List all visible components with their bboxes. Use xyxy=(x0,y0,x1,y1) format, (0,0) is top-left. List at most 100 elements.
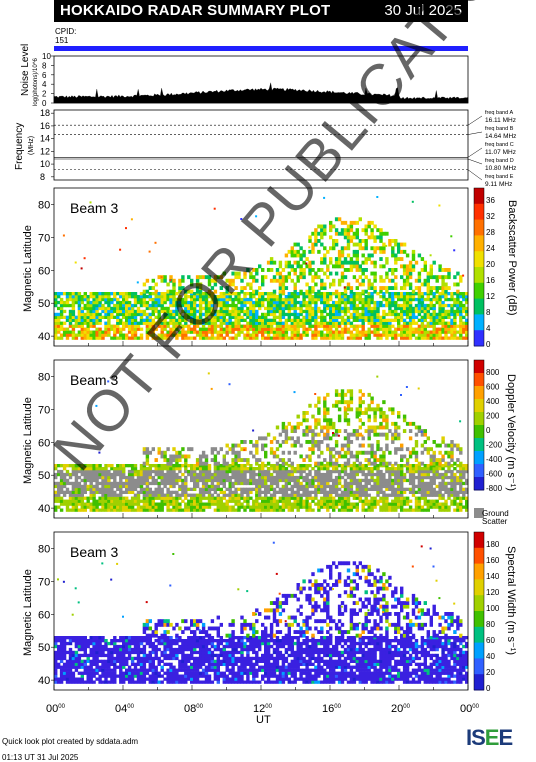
radar-cell xyxy=(172,506,175,509)
radar-cell xyxy=(376,310,379,313)
radar-cell xyxy=(143,283,146,287)
radar-cell xyxy=(302,479,305,482)
radar-cell xyxy=(107,497,110,500)
radar-cell xyxy=(258,316,261,319)
radar-cell xyxy=(356,479,359,482)
radar-cell xyxy=(320,261,323,265)
radar-cell xyxy=(438,462,441,466)
radar-cell xyxy=(323,506,326,509)
radar-cell xyxy=(299,497,302,500)
radar-cell xyxy=(391,482,394,485)
radar-cell xyxy=(332,447,335,451)
radar-cell xyxy=(302,411,305,415)
radar-cell xyxy=(332,455,335,459)
radar-cell xyxy=(273,467,276,470)
radar-cell xyxy=(302,298,305,301)
radar-cell xyxy=(240,331,243,334)
radar-cell xyxy=(208,488,211,491)
radar-cell xyxy=(75,298,78,301)
radar-cell xyxy=(211,447,214,451)
radar-cell xyxy=(249,451,252,455)
colorbar-tick-label: -800 xyxy=(486,484,503,493)
radar-cell xyxy=(214,509,217,512)
radar-cell xyxy=(459,500,462,503)
radar-cell xyxy=(98,482,101,485)
radar-cell xyxy=(66,337,69,340)
radar-cell xyxy=(297,301,300,304)
radar-cell xyxy=(409,464,412,467)
radar-cell xyxy=(226,509,229,512)
radar-cell xyxy=(462,337,465,340)
radar-cell xyxy=(362,290,365,294)
radar-cell xyxy=(347,310,350,313)
radar-cell xyxy=(279,458,282,462)
radar-cell xyxy=(353,476,356,479)
radar-cell xyxy=(279,337,282,340)
radar-cell xyxy=(459,325,462,328)
radar-cell xyxy=(447,451,450,455)
radar-cell xyxy=(421,479,424,482)
radar-cell xyxy=(317,488,320,491)
radar-cell xyxy=(54,678,57,681)
radar-cell xyxy=(427,451,430,455)
radar-cell xyxy=(438,313,441,316)
radar-cell xyxy=(234,497,237,500)
radar-cell xyxy=(66,509,69,512)
freq-band-value: 14.64 MHz xyxy=(485,133,516,140)
radar-cell xyxy=(72,509,75,512)
radar-cell xyxy=(459,509,462,512)
radar-cell xyxy=(211,482,214,485)
radar-cell xyxy=(388,476,391,479)
radar-cell xyxy=(317,407,320,411)
radar-cell xyxy=(291,250,294,254)
radar-cell xyxy=(314,239,317,243)
radar-cell xyxy=(125,313,128,316)
radar-cell xyxy=(335,470,338,473)
radar-cell xyxy=(356,411,359,415)
radar-cell xyxy=(285,334,288,337)
radar-cell xyxy=(255,494,258,497)
radar-cell xyxy=(128,470,131,473)
radar-cell xyxy=(388,451,391,455)
radar-cell xyxy=(305,506,308,509)
radar-cell xyxy=(279,316,282,319)
radar-cell xyxy=(152,279,155,283)
radar-cell xyxy=(356,295,359,298)
radar-cell xyxy=(107,316,110,319)
radar-cell xyxy=(400,292,403,295)
radar-cell xyxy=(205,476,208,479)
radar-cell xyxy=(122,307,125,310)
radar-cell xyxy=(397,479,400,482)
radar-cell xyxy=(373,426,376,430)
radar-cell xyxy=(288,451,291,455)
radar-cell xyxy=(376,464,379,467)
radar-cell xyxy=(302,458,305,462)
radar-cell xyxy=(459,331,462,334)
radar-cell xyxy=(447,482,450,485)
radar-cell xyxy=(152,298,155,301)
radar-cell xyxy=(353,275,356,279)
radar-cell xyxy=(427,313,430,316)
radar-cell xyxy=(376,228,379,232)
radar-cell xyxy=(229,506,232,509)
radar-cell xyxy=(101,482,104,485)
radar-cell xyxy=(297,331,300,334)
radar-cell xyxy=(285,304,288,307)
radar-cell xyxy=(184,462,187,466)
radar-cell xyxy=(365,268,368,272)
radar-cell xyxy=(282,467,285,470)
radar-cell xyxy=(382,298,385,301)
radar-cell xyxy=(403,272,406,276)
radar-cell xyxy=(270,304,273,307)
radar-cell xyxy=(450,451,453,455)
radar-cell xyxy=(276,272,279,276)
radar-cell xyxy=(119,322,122,325)
radar-cell xyxy=(305,307,308,310)
radar-cell xyxy=(211,497,214,500)
radar-cell xyxy=(267,491,270,494)
radar-cell xyxy=(344,503,347,506)
radar-cell xyxy=(382,451,385,455)
radar-cell xyxy=(205,503,208,506)
radar-cell xyxy=(376,447,379,451)
radar-cell xyxy=(320,325,323,328)
